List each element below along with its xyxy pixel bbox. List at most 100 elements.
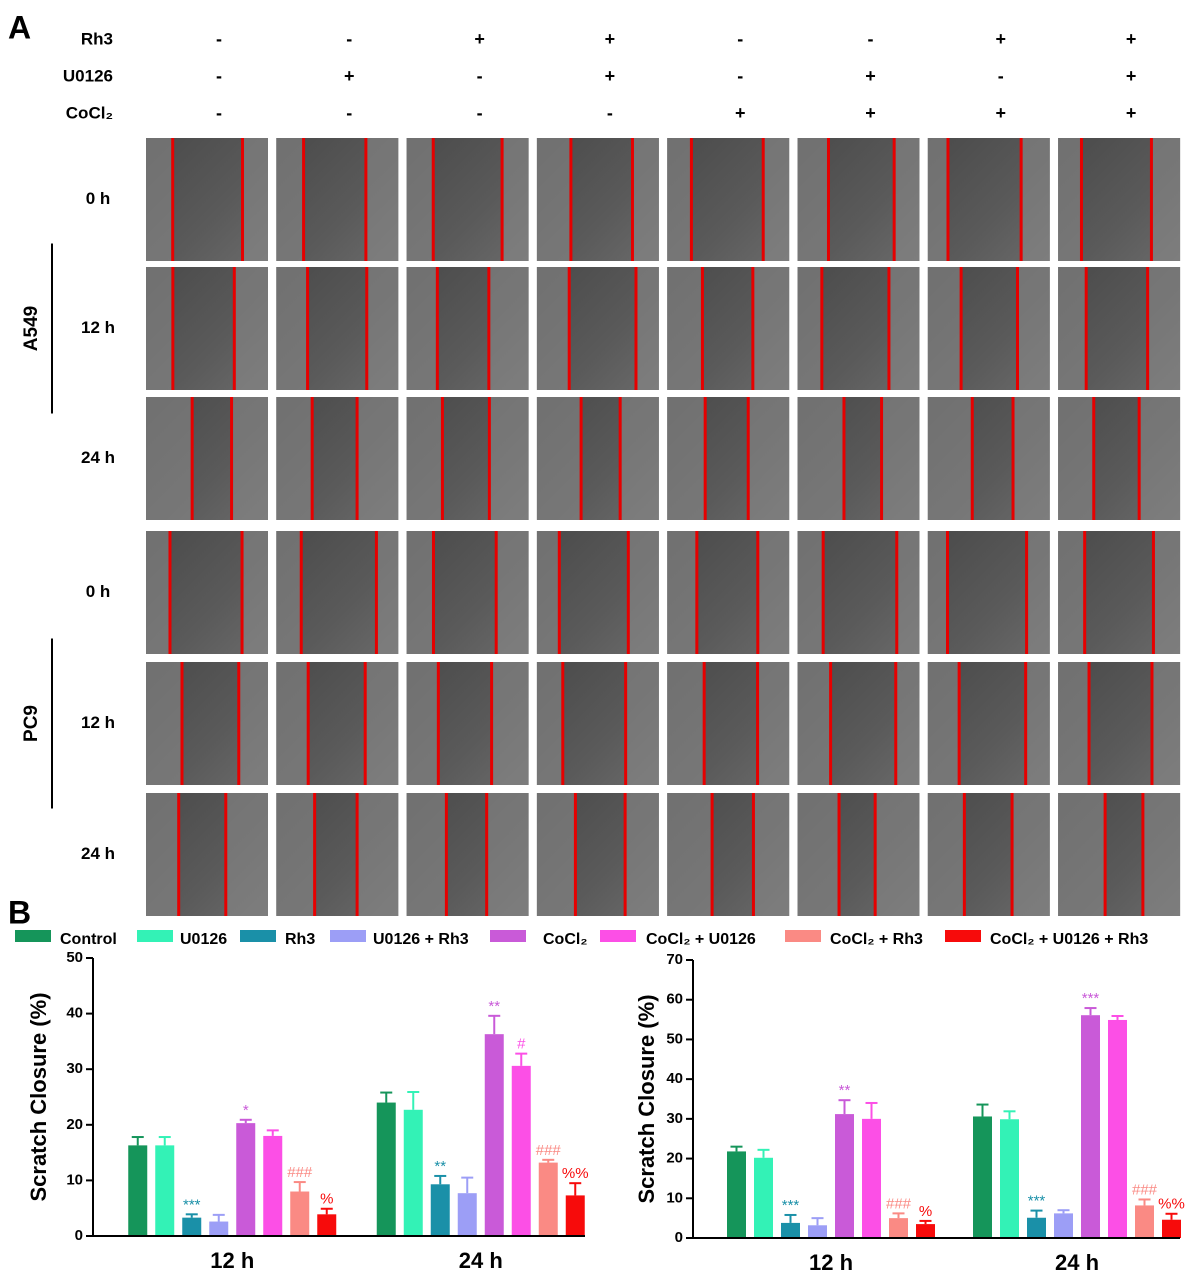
legend-swatch (600, 930, 636, 942)
bar (263, 1135, 283, 1236)
cell-area (1058, 531, 1085, 654)
cell-area (625, 662, 659, 785)
cell-area (357, 793, 399, 916)
condition-sign: - (607, 103, 613, 123)
condition-sign: + (1126, 29, 1137, 49)
cell-area (1012, 793, 1050, 916)
cell-area (146, 267, 173, 390)
bar (457, 1193, 477, 1236)
cell-area (536, 793, 576, 916)
cell-area (748, 397, 790, 520)
condition-sign: + (996, 103, 1007, 123)
bar (808, 1225, 827, 1238)
cell-line-label: A549 (21, 306, 42, 351)
legend-label: CoCl₂ + Rh3 (830, 931, 923, 948)
bar (484, 1034, 504, 1236)
cell-area (242, 138, 268, 261)
significance-label: # (517, 1036, 526, 1053)
cell-area (536, 138, 571, 261)
x-tick-label: 24 h (459, 1248, 503, 1273)
cell-area (1151, 138, 1181, 261)
bar (1162, 1219, 1181, 1238)
bar (973, 1116, 992, 1238)
cell-area (875, 793, 920, 916)
legend-label: CoCl₂ + U0126 + Rh3 (990, 931, 1148, 948)
bar (565, 1195, 585, 1236)
significance-label: *** (1028, 1193, 1046, 1210)
cell-area (406, 138, 434, 261)
cell-area (225, 793, 268, 916)
bar (538, 1162, 558, 1236)
cell-area (896, 531, 920, 654)
bar (1054, 1213, 1073, 1238)
cell-area (536, 531, 560, 654)
bar (835, 1114, 854, 1238)
panel-label: A (8, 9, 31, 45)
bar (290, 1191, 310, 1236)
cell-area (667, 397, 706, 520)
cell-area (231, 397, 268, 520)
x-tick-label: 12 h (210, 1248, 254, 1273)
bar (889, 1218, 908, 1238)
cell-area (667, 793, 713, 916)
condition-sign: + (344, 66, 355, 86)
bar (376, 1102, 396, 1236)
cell-area (752, 267, 790, 390)
cell-area (1058, 397, 1094, 520)
cell-area (927, 793, 965, 916)
cell-area (620, 397, 659, 520)
condition-sign: - (737, 29, 743, 49)
significance-label: ### (287, 1164, 313, 1181)
condition-sign: - (216, 29, 222, 49)
cell-area (1017, 267, 1050, 390)
x-tick-label: 12 h (809, 1250, 853, 1275)
y-tick-label: 10 (666, 1189, 683, 1206)
y-tick-label: 0 (675, 1229, 683, 1246)
condition-sign: + (1126, 103, 1137, 123)
legend-label: CoCl₂ (543, 931, 587, 948)
condition-sign: + (865, 103, 876, 123)
condition-sign: - (346, 29, 352, 49)
cell-area (366, 267, 399, 390)
bar (1108, 1019, 1127, 1238)
cell-area (365, 662, 399, 785)
condition-sign: + (474, 29, 485, 49)
cell-area (797, 397, 844, 520)
significance-label: ** (488, 998, 500, 1015)
time-label: 0 h (86, 189, 111, 208)
significance-label: ### (536, 1142, 562, 1159)
significance-label: ** (839, 1082, 851, 1099)
legend-swatch (15, 930, 51, 942)
y-tick-label: 70 (666, 951, 683, 968)
cell-area (625, 793, 659, 916)
bar (236, 1123, 256, 1236)
y-tick-label: 0 (75, 1227, 83, 1244)
bar (317, 1214, 337, 1236)
legend-label: U0126 + Rh3 (373, 931, 469, 948)
condition-label: Rh3 (81, 29, 113, 48)
condition-sign: - (216, 103, 222, 123)
significance-label: *** (1082, 990, 1100, 1007)
cell-area (628, 531, 659, 654)
bar (182, 1217, 202, 1236)
legend-swatch (945, 930, 981, 942)
cell-area (1139, 397, 1181, 520)
condition-sign: - (868, 29, 874, 49)
cell-area (491, 662, 529, 785)
cell-area (927, 662, 960, 785)
condition-sign: + (1126, 66, 1137, 86)
condition-sign: + (865, 66, 876, 86)
cell-area (797, 793, 840, 916)
cell-area (242, 531, 268, 654)
y-tick-label: 40 (666, 1070, 683, 1087)
significance-label: * (243, 1102, 249, 1119)
significance-label: %% (562, 1165, 589, 1182)
cell-area (146, 662, 182, 785)
cell-area (881, 397, 920, 520)
cell-area (536, 397, 582, 520)
cell-area (146, 793, 179, 916)
time-label: 24 h (81, 448, 115, 467)
legend-label: Control (60, 931, 117, 948)
cell-area (1151, 662, 1181, 785)
cell-area (276, 397, 313, 520)
